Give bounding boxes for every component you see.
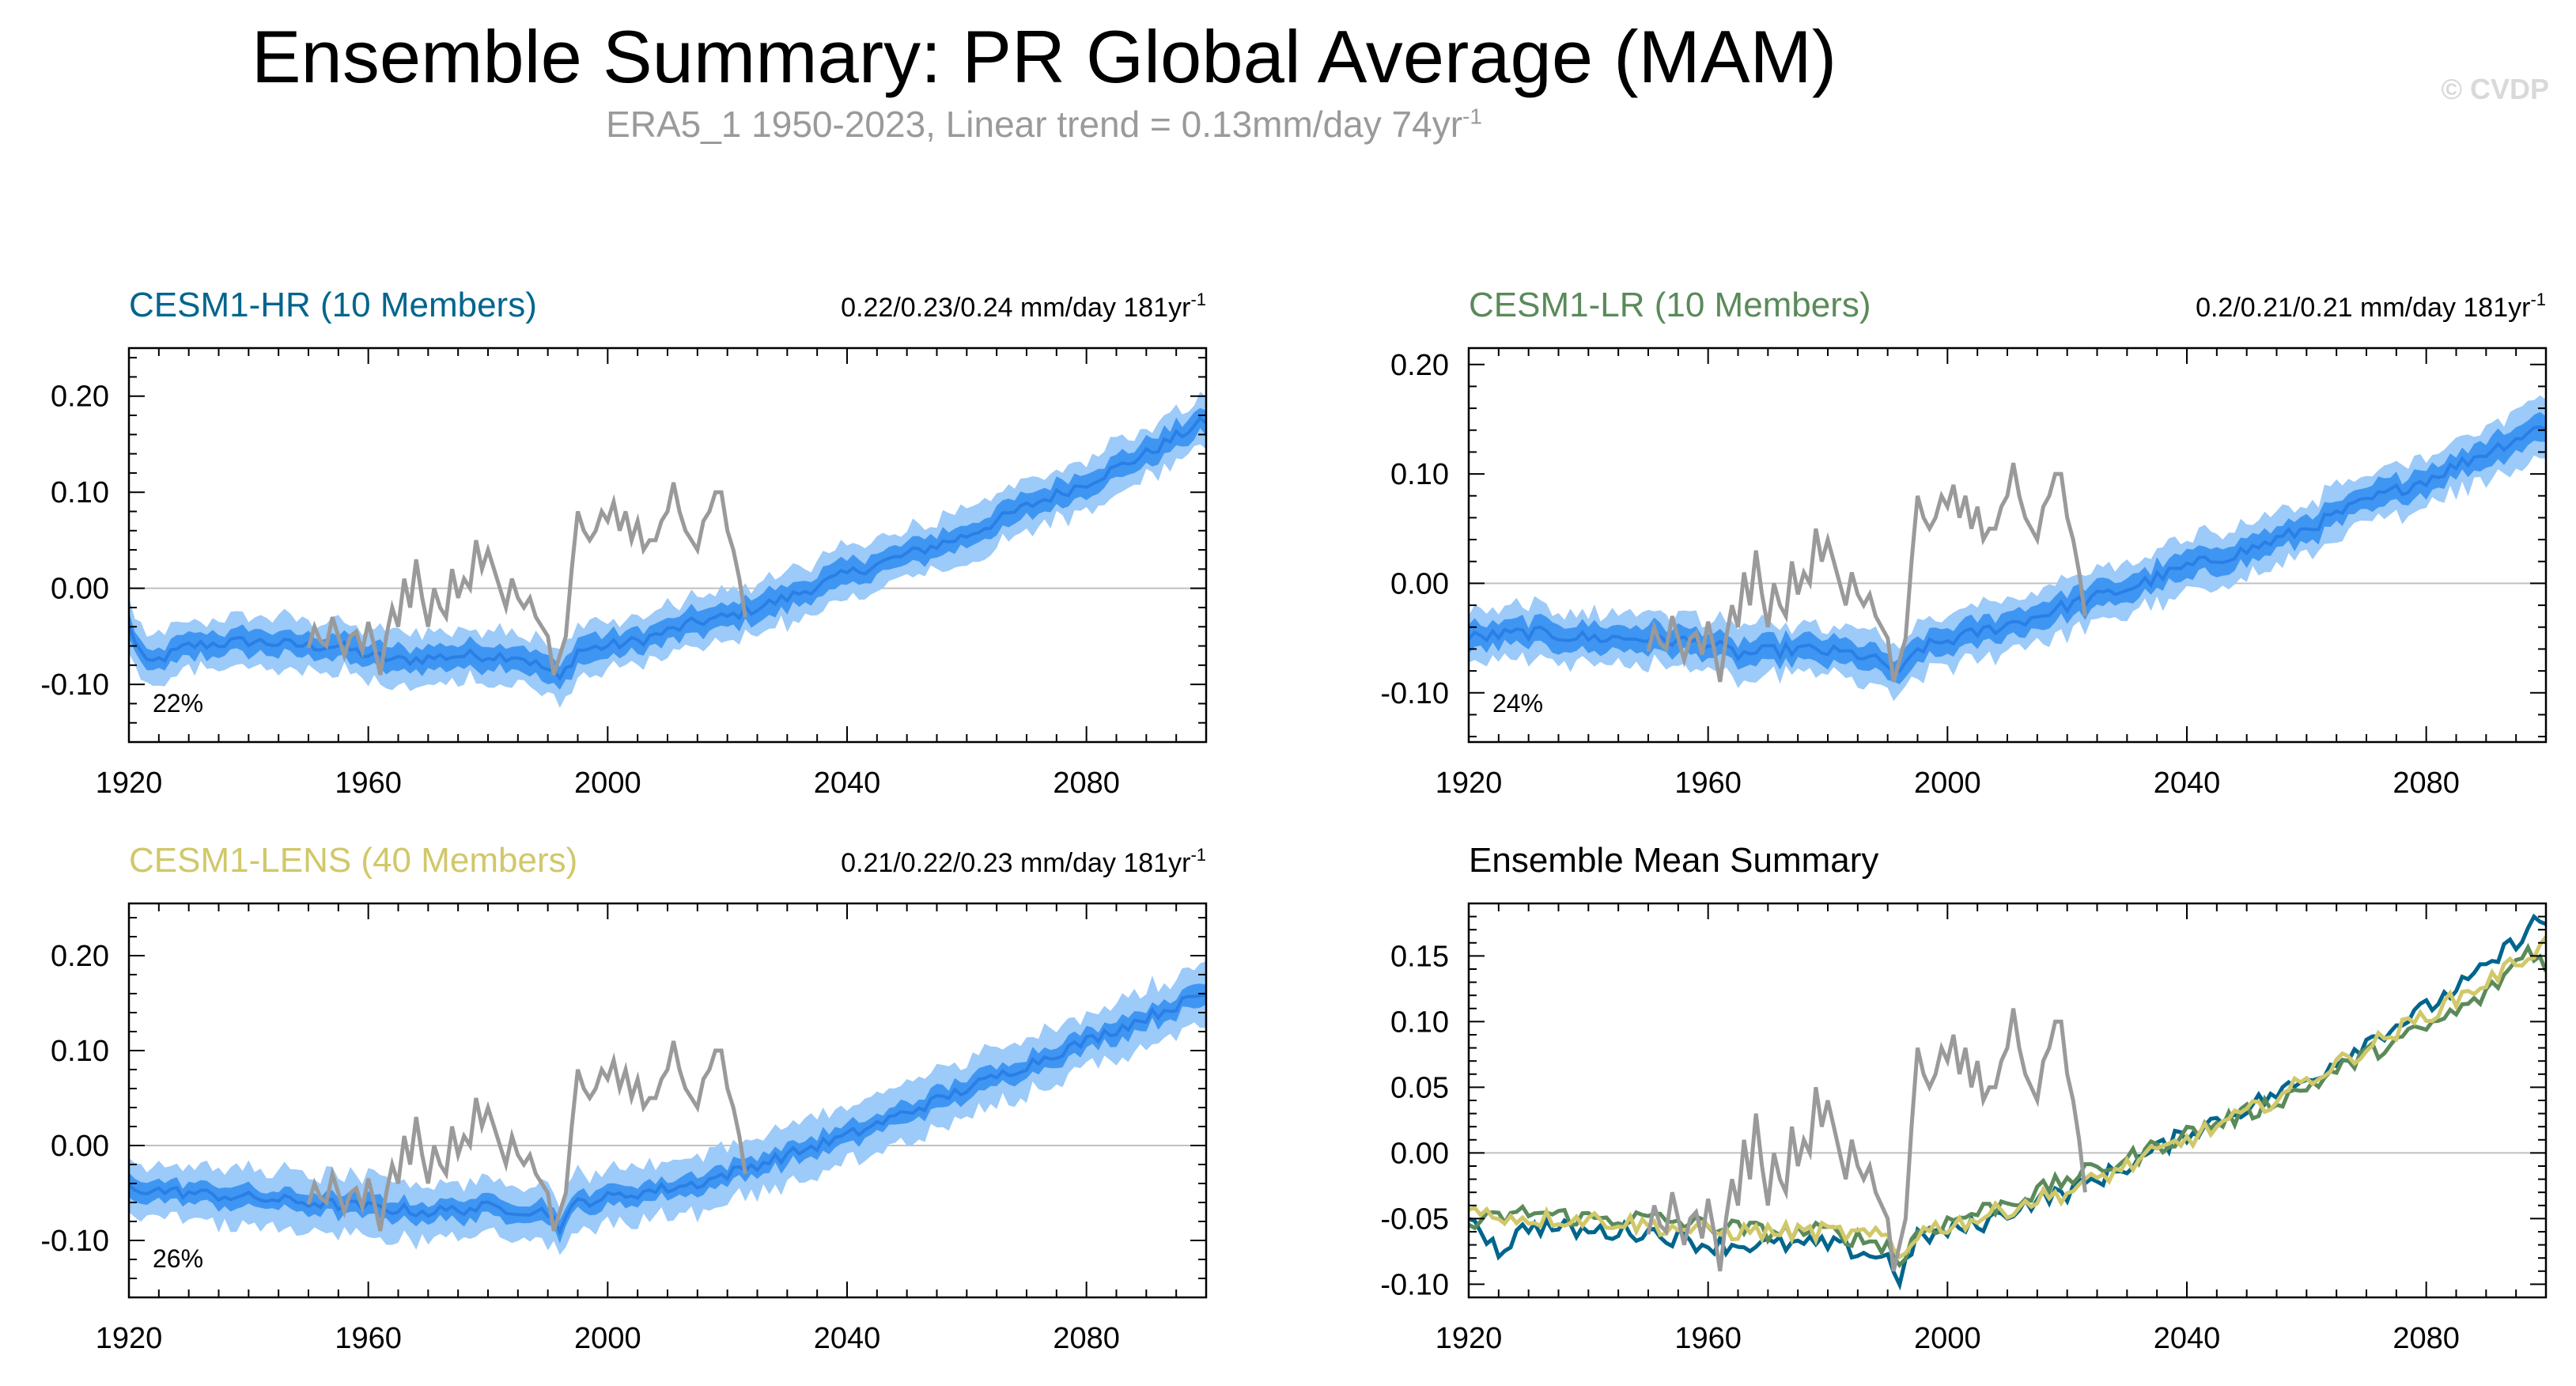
y-tick-label: 0.05	[1390, 1071, 1449, 1104]
observations-line	[306, 482, 747, 676]
plot-frame	[127, 902, 1208, 1299]
y-tick-label: 0.10	[1390, 458, 1449, 491]
ensemble-range-outer	[1469, 395, 2546, 702]
ensemble-range-inner	[129, 407, 1206, 690]
panel-title: Ensemble Mean Summary	[1469, 841, 1878, 880]
subtitle-superscript: -1	[1462, 104, 1482, 129]
panel-trend: 0.21/0.22/0.23 mm/day 181yr-1	[841, 845, 1206, 878]
y-tick-label: 0.20	[1390, 349, 1449, 382]
panel-lr: CESM1-LR (10 Members) 0.2/0.21/0.21 mm/da…	[1380, 286, 2548, 800]
x-tick-label: 2080	[1053, 1322, 1120, 1355]
x-tick-label: 1920	[96, 767, 163, 800]
plot-frame	[1467, 346, 2548, 744]
x-tick-label: 2000	[574, 767, 641, 800]
panel-summary: Ensemble Mean Summary 1920 1960 2000 2040 208…	[1380, 841, 2548, 1355]
y-tick-label: 0.15	[1390, 940, 1449, 973]
y-tick-label: -0.05	[1380, 1202, 1449, 1236]
plot-area	[1469, 395, 2546, 702]
cvdp-watermark: © CVDP	[2441, 73, 2549, 105]
series-line-0	[1469, 913, 2546, 1291]
series-line-1	[1469, 942, 2546, 1269]
panel-title: CESM1-HR (10 Members)	[129, 286, 537, 324]
page-title: Ensemble Summary: PR Global Average (MAM…	[251, 15, 1837, 98]
plot-area	[1469, 913, 2546, 1291]
x-tick-label: 2000	[1914, 767, 1981, 800]
x-tick-label: 2080	[2393, 1322, 2460, 1355]
x-tick-label: 2040	[814, 767, 881, 800]
y-tick-label: 0.20	[51, 940, 109, 973]
y-tick-label: -0.10	[40, 668, 109, 702]
y-tick-label: 0.00	[1390, 1137, 1449, 1170]
x-tick-label: 2040	[814, 1322, 881, 1355]
percent-label: 26%	[153, 1244, 203, 1273]
page-subtitle: ERA5_1 1950-2023, Linear trend = 0.13mm/…	[0, 103, 2088, 146]
x-tick-label: 2080	[1053, 767, 1120, 800]
x-tick-label: 2000	[1914, 1322, 1981, 1355]
ensemble-mean-line	[129, 993, 1206, 1236]
panel-trend: 0.2/0.21/0.21 mm/day 181yr-1	[2196, 290, 2546, 323]
percent-label: 22%	[153, 689, 203, 718]
x-tick-label: 2080	[2393, 767, 2460, 800]
observations-line	[1646, 462, 2087, 683]
subtitle-text: ERA5_1 1950-2023, Linear trend = 0.13mm/…	[606, 104, 1463, 145]
x-tick-label: 2040	[2154, 1322, 2221, 1355]
y-tick-label: -0.10	[1380, 677, 1449, 710]
ensemble-mean-line	[1469, 425, 2546, 674]
y-tick-label: 0.00	[51, 1130, 109, 1163]
x-tick-label: 2040	[2154, 767, 2221, 800]
ensemble-range-outer	[129, 392, 1206, 708]
plot-frame	[127, 346, 1208, 744]
x-tick-label: 1960	[335, 767, 402, 800]
plot-area	[129, 392, 1206, 708]
x-tick-label: 2000	[574, 1322, 641, 1355]
y-tick-label: 0.20	[51, 381, 109, 414]
y-tick-label: 0.00	[1390, 567, 1449, 600]
panel-hr: CESM1-HR (10 Members) 0.22/0.23/0.24 mm/d…	[40, 286, 1208, 800]
y-tick-label: 0.10	[1390, 1005, 1449, 1039]
observations-line	[306, 1040, 747, 1232]
y-tick-label: -0.10	[40, 1225, 109, 1258]
panel-title: CESM1-LENS (40 Members)	[129, 841, 577, 880]
panel-trend: 0.22/0.23/0.24 mm/day 181yr-1	[841, 290, 1206, 323]
x-tick-label: 1960	[335, 1322, 402, 1355]
ensemble-range-inner	[1469, 411, 2546, 684]
series-line-2	[1469, 935, 2546, 1259]
x-tick-label: 1920	[96, 1322, 163, 1355]
y-tick-label: 0.10	[51, 1035, 109, 1068]
ensemble-range-outer	[129, 961, 1206, 1255]
percent-label: 24%	[1492, 689, 1543, 718]
x-tick-label: 1920	[1436, 1322, 1503, 1355]
x-tick-label: 1960	[1674, 767, 1742, 800]
panel-title: CESM1-LR (10 Members)	[1469, 286, 1871, 324]
x-tick-label: 1960	[1674, 1322, 1742, 1355]
y-tick-label: 0.10	[51, 476, 109, 509]
plot-frame	[1467, 902, 2548, 1299]
plot-area	[129, 961, 1206, 1255]
y-tick-label: -0.10	[1380, 1268, 1449, 1301]
panel-lens: CESM1-LENS (40 Members) 0.21/0.22/0.23 mm…	[40, 841, 1208, 1355]
y-tick-label: 0.00	[51, 573, 109, 606]
observations-line	[1646, 1008, 2087, 1272]
x-tick-label: 1920	[1436, 767, 1503, 800]
